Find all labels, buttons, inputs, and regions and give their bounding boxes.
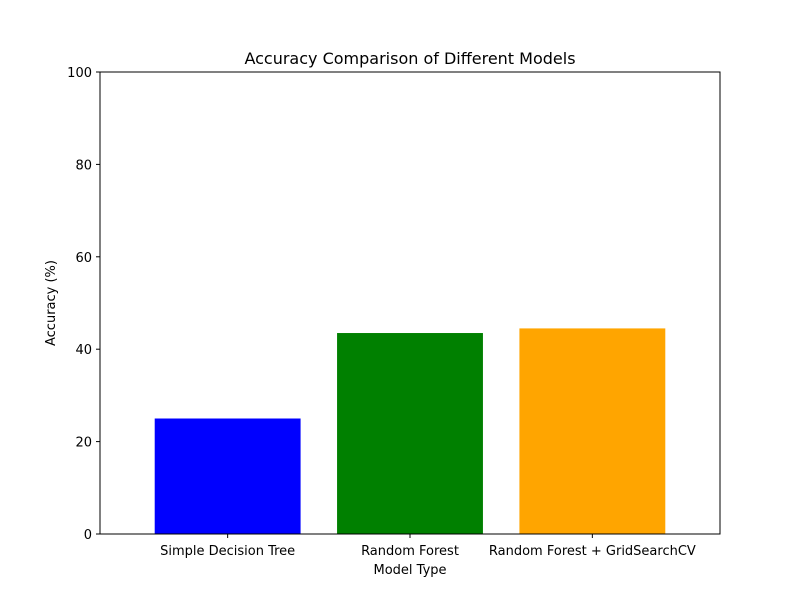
- bars-group: [154, 328, 666, 534]
- y-axis-label: Accuracy (%): [44, 260, 59, 346]
- x-axis-label: Model Type: [373, 563, 446, 578]
- y-tick-label: 40: [75, 343, 92, 358]
- x-tick-label: Random Forest: [361, 544, 459, 559]
- y-tick-label: 60: [75, 251, 92, 266]
- x-axis-ticks: Simple Decision Tree Random Forest Random …: [160, 534, 696, 559]
- chart-title: Accuracy Comparison of Different Models: [244, 49, 575, 68]
- bar-2: [337, 333, 483, 534]
- y-tick-label: 100: [67, 66, 92, 81]
- y-tick-label: 80: [75, 158, 92, 173]
- y-axis-ticks: 0 20 40 60 80 100: [67, 66, 100, 543]
- bar-1: [154, 418, 301, 534]
- y-tick-label: 0: [84, 528, 92, 543]
- x-tick-label: Simple Decision Tree: [160, 544, 295, 559]
- bar-3: [519, 328, 666, 534]
- x-tick-label: Random Forest + GridSearchCV: [489, 544, 696, 559]
- y-tick-label: 20: [75, 436, 92, 451]
- plot-frame: [99, 71, 721, 535]
